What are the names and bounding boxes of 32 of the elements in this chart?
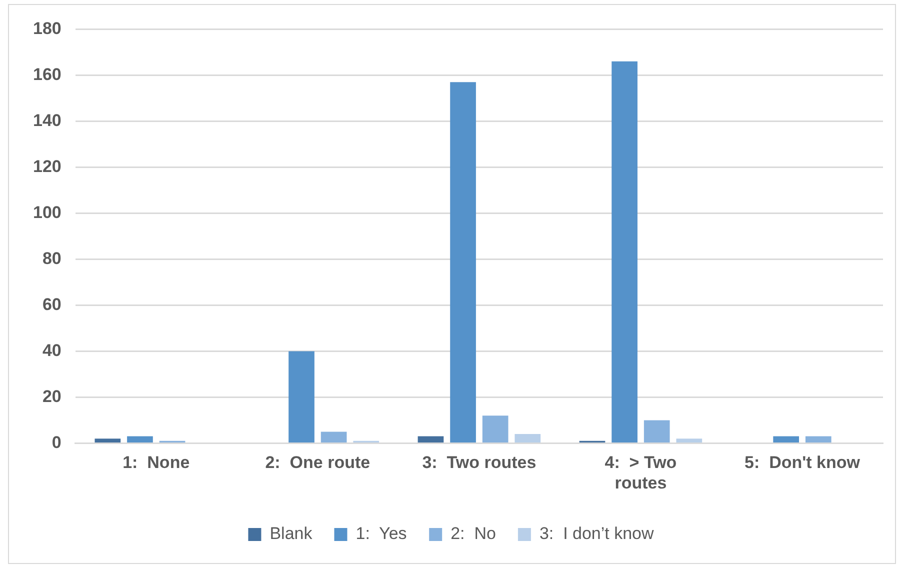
bar [482,416,508,442]
y-tick-label: 100 [32,202,62,222]
legend-label: Blank [270,524,313,544]
y-tick-label: 160 [32,64,62,84]
y-tick-label: 20 [42,386,62,406]
bar [94,438,121,442]
x-tick-label: 1: None [122,453,190,472]
x-tick-label: 2: One route [265,453,370,472]
bar [805,436,832,442]
y-tick-label: 140 [32,110,62,130]
y-tick-label: 40 [42,340,62,360]
bar [773,436,800,442]
bar [450,82,476,442]
bar [320,432,347,442]
legend-label: 1: Yes [356,524,407,544]
x-tick-label: 3: Two routes [422,453,536,472]
legend-label: 3: I don’t know [539,524,655,544]
bar [127,436,153,442]
y-tick-label: 80 [42,248,62,268]
bar [644,420,670,442]
y-tick-label: 180 [32,18,62,38]
x-tick-label: 4: > Two routes [604,453,677,492]
bar [676,438,702,442]
bar [612,61,638,442]
legend-label: 2: No [450,524,496,544]
x-tick-label: 5: Don't know [744,453,861,472]
y-tick-label: 60 [42,294,62,314]
bar [418,436,444,442]
y-tick-label: 0 [52,432,62,452]
bar [514,434,541,442]
bar [288,351,314,442]
y-tick-label: 120 [32,156,62,176]
